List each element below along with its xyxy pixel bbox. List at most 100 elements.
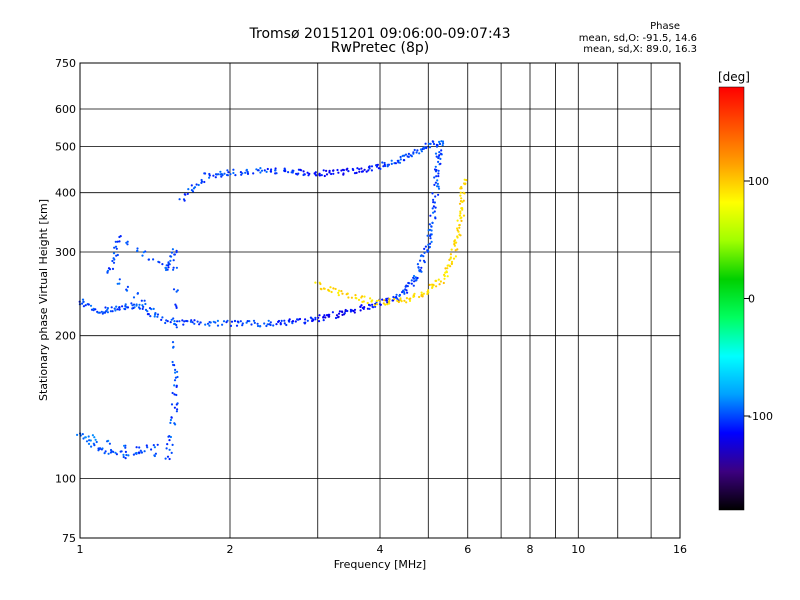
data-point [135,304,138,307]
data-point [428,283,431,286]
data-point [171,443,174,446]
data-point [318,174,321,177]
data-point [351,167,354,171]
data-point [164,321,167,325]
data-point [245,321,248,324]
data-point [403,154,406,157]
data-point [112,450,115,453]
data-point [381,298,384,301]
data-point [426,234,429,237]
y-tick-label: 100 [55,473,76,486]
data-point [192,187,195,190]
x-tick-label: 8 [527,543,534,556]
data-point [283,169,286,173]
data-point [345,168,348,171]
data-point [165,319,168,322]
data-point [136,292,139,295]
data-point [447,264,450,267]
data-point [279,323,282,326]
data-point [152,307,155,310]
data-point [306,319,309,322]
data-point [76,433,79,436]
data-point [458,226,461,229]
data-point [403,292,406,295]
data-point [138,307,141,310]
data-point [103,311,107,314]
data-point [263,322,266,325]
data-point [361,170,364,173]
colorbar-gradient [718,86,745,511]
data-point [426,292,429,296]
data-point [353,172,357,175]
data-point [187,188,190,191]
data-point [416,263,419,266]
data-point [126,285,129,288]
data-point [420,270,423,273]
data-point [356,167,359,170]
data-point [418,269,421,272]
data-point [412,277,416,280]
data-point [171,341,175,344]
data-point [385,299,388,302]
data-point [171,360,174,364]
data-point [303,173,306,176]
data-point [437,278,440,281]
data-point [248,320,251,323]
data-point [437,155,440,159]
data-point [173,393,176,396]
data-point [93,444,96,447]
data-point [420,291,423,294]
data-point [397,300,400,303]
data-point [427,243,430,246]
data-point [140,299,143,302]
data-point [267,319,270,322]
data-point [89,304,93,307]
data-point [143,299,146,302]
data-point [175,410,178,413]
y-tick-label: 300 [55,246,76,259]
data-point [107,452,110,455]
data-point [407,152,410,155]
data-point [433,183,436,186]
data-point [93,436,96,439]
data-point [346,292,349,295]
data-point [462,199,465,202]
data-point [174,303,177,306]
data-point [460,185,463,189]
data-point [106,308,109,311]
data-point [165,447,168,450]
data-point [416,276,419,280]
data-point [214,176,217,179]
data-point [354,294,357,297]
data-point [221,323,224,326]
data-point [221,174,224,177]
data-point [394,162,397,165]
data-point [455,241,458,244]
data-point [404,288,407,291]
data-point [407,155,410,158]
data-point [341,310,344,314]
data-point [337,171,340,174]
y-axis-label: Stationary phase Virtual Height [km] [37,199,50,401]
x-tick-label: 6 [464,543,471,556]
data-point [304,318,307,321]
data-point [456,235,459,238]
data-point [199,321,202,324]
data-point [431,221,434,224]
data-point [173,384,176,387]
data-point [283,322,286,325]
colorbar-label: [deg] [718,70,750,84]
data-point [200,180,204,183]
data-point [453,243,456,246]
data-point [371,305,374,308]
data-point [266,323,269,326]
data-point [219,173,222,176]
data-point [377,167,380,170]
data-point [152,444,155,447]
data-point [169,418,172,422]
data-point [454,249,457,252]
data-point [320,174,323,177]
data-point [329,286,332,289]
data-point [291,171,294,174]
